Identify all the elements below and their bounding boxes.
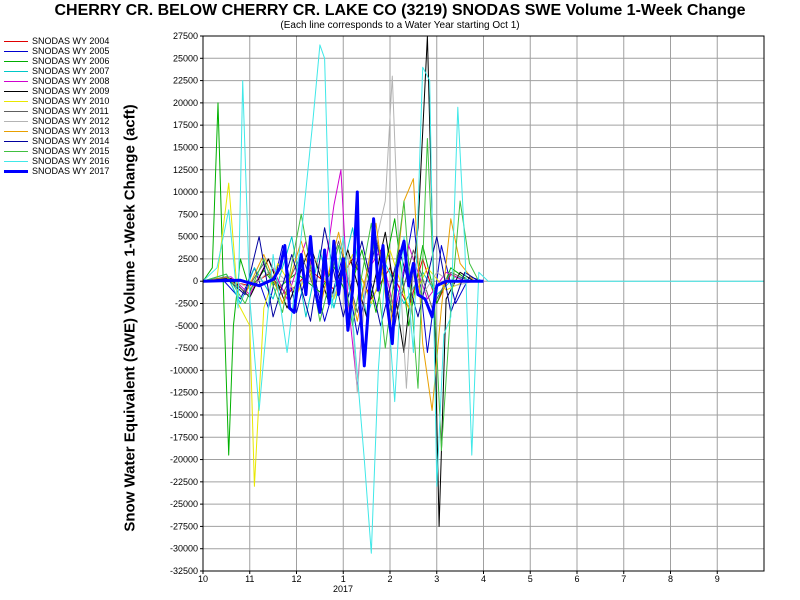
y-tick-label: 5000 [178, 232, 198, 242]
series-line-2 [203, 102, 484, 456]
legend-item: SNODAS WY 2010 [4, 96, 144, 106]
legend-item: SNODAS WY 2008 [4, 76, 144, 86]
legend-swatch [4, 51, 28, 52]
series-line-12 [203, 44, 764, 554]
y-tick-label: -12500 [170, 388, 198, 398]
legend-swatch [4, 161, 28, 162]
legend-label: SNODAS WY 2012 [32, 116, 110, 126]
x-tick-label: 9 [715, 574, 720, 584]
legend-swatch [4, 101, 28, 102]
y-tick-label: -32500 [170, 566, 198, 576]
legend-swatch [4, 151, 28, 152]
y-tick-label: 7500 [178, 209, 198, 219]
y-tick-label: -15000 [170, 410, 198, 420]
x-tick-label: 3 [434, 574, 439, 584]
legend-swatch [4, 91, 28, 92]
chart-subtitle: (Each line corresponds to a Water Year s… [280, 20, 520, 31]
legend-swatch [4, 71, 28, 72]
y-tick-label: -10000 [170, 365, 198, 375]
chart-title: CHERRY CR. BELOW CHERRY CR. LAKE CO (321… [54, 2, 746, 19]
legend-label: SNODAS WY 2006 [32, 56, 110, 66]
legend-item: SNODAS WY 2006 [4, 56, 144, 66]
y-tick-label: 12500 [173, 165, 198, 175]
legend-swatch [4, 61, 28, 62]
x-tick-label: 10 [198, 574, 208, 584]
x-tick-label: 6 [574, 574, 579, 584]
legend-label: SNODAS WY 2005 [32, 46, 110, 56]
legend-item: SNODAS WY 2009 [4, 86, 144, 96]
y-tick-label: 15000 [173, 142, 198, 152]
x-tick-label: 1 [341, 574, 346, 584]
legend-swatch [4, 141, 28, 142]
legend-item: SNODAS WY 2004 [4, 36, 144, 46]
legend-swatch [4, 81, 28, 82]
y-tick-label: -5000 [175, 321, 198, 331]
legend-item: SNODAS WY 2017 [4, 166, 144, 176]
y-tick-label: -2500 [175, 299, 198, 309]
y-tick-label: -27500 [170, 521, 198, 531]
y-tick-label: 0 [193, 276, 198, 286]
chart-legend: SNODAS WY 2004 SNODAS WY 2005 SNODAS WY 20… [4, 36, 144, 176]
legend-label: SNODAS WY 2015 [32, 146, 110, 156]
legend-swatch [4, 170, 28, 173]
y-tick-label: 10000 [173, 187, 198, 197]
x-axis-year-label: 2017 [333, 584, 353, 594]
legend-label: SNODAS WY 2010 [32, 96, 110, 106]
legend-label: SNODAS WY 2007 [32, 66, 110, 76]
y-tick-label: 20000 [173, 98, 198, 108]
legend-label: SNODAS WY 2004 [32, 36, 110, 46]
legend-item: SNODAS WY 2016 [4, 156, 144, 166]
legend-label: SNODAS WY 2014 [32, 136, 110, 146]
x-tick-label: 7 [621, 574, 626, 584]
legend-swatch [4, 41, 28, 42]
legend-item: SNODAS WY 2005 [4, 46, 144, 56]
x-axis-ticks: 10 11 12 1 2 3 4 5 6 7 8 9 [198, 571, 720, 584]
y-tick-label: 22500 [173, 76, 198, 86]
legend-item: SNODAS WY 2011 [4, 106, 144, 116]
legend-label: SNODAS WY 2009 [32, 86, 110, 96]
x-tick-label: 4 [481, 574, 486, 584]
y-tick-label: -22500 [170, 477, 198, 487]
x-tick-label: 5 [528, 574, 533, 584]
y-tick-label: 17500 [173, 120, 198, 130]
legend-item: SNODAS WY 2013 [4, 126, 144, 136]
y-tick-label: 27500 [173, 31, 198, 41]
y-axis-ticks: 2750025000225002000017500150001250010000… [170, 31, 203, 576]
legend-item: SNODAS WY 2007 [4, 66, 144, 76]
legend-swatch [4, 131, 28, 132]
legend-swatch [4, 111, 28, 112]
legend-item: SNODAS WY 2012 [4, 116, 144, 126]
legend-label: SNODAS WY 2013 [32, 126, 110, 136]
legend-label: SNODAS WY 2008 [32, 76, 110, 86]
legend-item: SNODAS WY 2015 [4, 146, 144, 156]
series-line-13 [203, 190, 484, 368]
legend-label: SNODAS WY 2011 [32, 106, 109, 116]
legend-swatch [4, 121, 28, 122]
legend-item: SNODAS WY 2014 [4, 136, 144, 146]
y-tick-label: -7500 [175, 343, 198, 353]
plot-grid [202, 35, 764, 572]
series-lines [203, 36, 764, 554]
series-line-9 [203, 178, 484, 411]
y-tick-label: -17500 [170, 432, 198, 442]
x-tick-label: 11 [245, 574, 254, 584]
y-tick-label: -20000 [170, 455, 198, 465]
plot-frame [202, 35, 765, 572]
legend-label: SNODAS WY 2016 [32, 156, 110, 166]
y-tick-label: -25000 [170, 499, 198, 509]
y-tick-label: -30000 [170, 544, 198, 554]
series-line-5 [203, 36, 484, 527]
legend-label: SNODAS WY 2017 [32, 166, 110, 176]
y-tick-label: 2500 [178, 254, 198, 264]
x-tick-label: 8 [668, 574, 673, 584]
series-line-11 [203, 138, 484, 452]
y-tick-label: 25000 [173, 53, 198, 63]
x-tick-label: 12 [291, 574, 301, 584]
x-tick-label: 2 [387, 574, 392, 584]
